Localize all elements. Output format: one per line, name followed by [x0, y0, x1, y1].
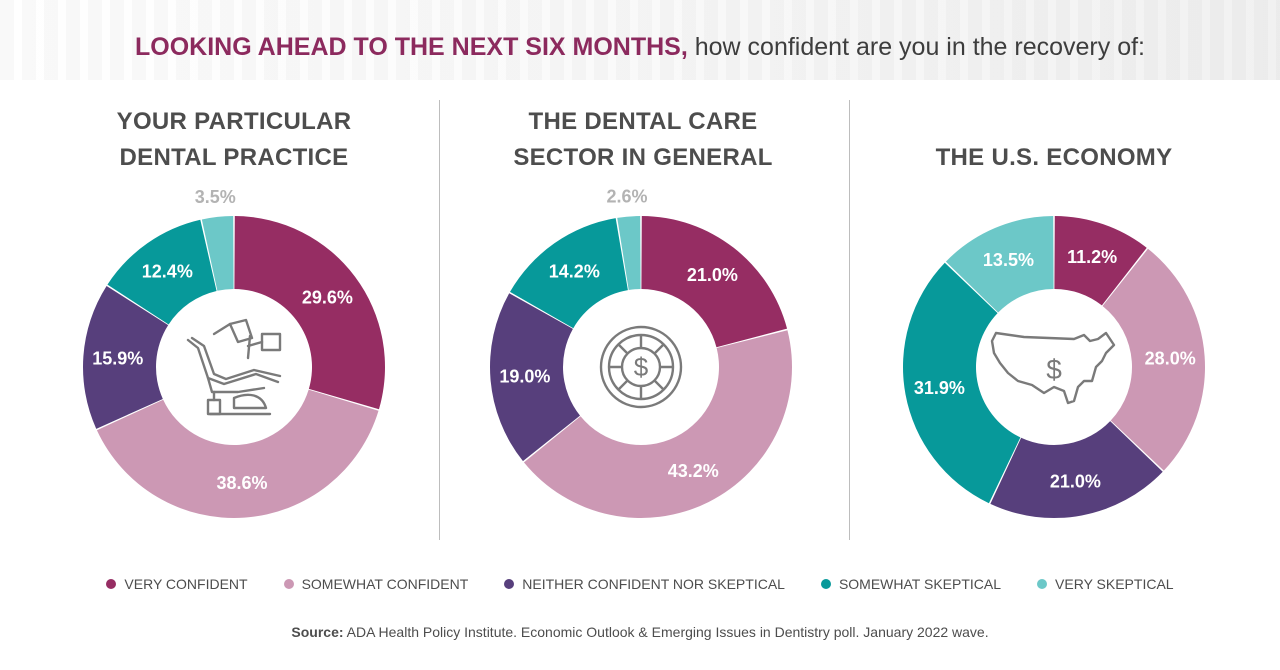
legend-item-somewhat-skeptical: SOMEWHAT SKEPTICAL: [820, 576, 1002, 592]
title-accent: LOOKING AHEAD TO THE NEXT SIX MONTHS,: [134, 33, 688, 61]
source-note: Source: ADA Health Policy Institute. Eco…: [0, 624, 1280, 640]
panel-title-economy: THE U.S. ECONOMY: [854, 140, 1254, 176]
panel-title-line: THE DENTAL CARE: [528, 108, 758, 135]
slice-label-neither: 19.0%: [499, 367, 550, 387]
legend-dot: [820, 579, 831, 589]
panel-title-practice: YOUR PARTICULAR DENTAL PRACTICE: [34, 104, 434, 176]
legend-dot: [1037, 579, 1048, 589]
donut-slice-somewhat-confident: [1102, 248, 1205, 471]
donut-slice-very-skeptical: [617, 216, 641, 290]
donut-slice-very-skeptical: [201, 216, 234, 291]
slice-label-very-confident: 11.2%: [1067, 247, 1117, 267]
legend-dot: [283, 579, 294, 589]
slice-label-very-skeptical: 3.5%: [195, 187, 236, 207]
slice-label-neither: 15.9%: [92, 349, 143, 369]
donut-slice-somewhat-skeptical: [509, 218, 628, 329]
slice-label-neither: 21.0%: [1050, 472, 1101, 492]
header-background: [0, 0, 1280, 80]
slice-label-very-confident: 21.0%: [687, 265, 738, 285]
legend-label: VERY SKEPTICAL: [1055, 576, 1174, 592]
donut-slice-very-confident: [1054, 216, 1147, 306]
donut-slice-neither: [990, 421, 1163, 518]
panel-title-line: SECTOR IN GENERAL: [513, 144, 773, 171]
legend-label: SOMEWHAT SKEPTICAL: [838, 576, 1002, 592]
svg-text:$: $: [1046, 354, 1062, 385]
legend-label: SOMEWHAT CONFIDENT: [301, 576, 469, 592]
legend-item-somewhat-confident: SOMEWHAT CONFIDENT: [283, 576, 469, 592]
divider-right: [849, 100, 850, 540]
dental-chair-icon: [186, 318, 282, 416]
svg-text:$: $: [634, 352, 649, 382]
donut-slice-somewhat-skeptical: [107, 219, 217, 325]
donut-slice-very-confident: [641, 216, 788, 348]
slice-label-very-skeptical: 2.6%: [607, 187, 648, 207]
slice-label-somewhat-skeptical: 12.4%: [142, 261, 193, 281]
legend-label: NEITHER CONFIDENT NOR SKEPTICAL: [522, 576, 785, 592]
dollar-coin-icon: $: [599, 325, 683, 409]
donut-slice-very-skeptical: [945, 216, 1054, 313]
slice-label-very-skeptical: 13.5%: [983, 250, 1034, 270]
slice-label-somewhat-skeptical: 14.2%: [549, 261, 600, 281]
legend-dot: [106, 579, 117, 589]
slice-label-somewhat-confident: 28.0%: [1145, 349, 1196, 369]
slice-label-somewhat-confident: 43.2%: [668, 461, 719, 481]
title-rest: how confident are you in the recovery of…: [687, 33, 1145, 61]
donut-slice-somewhat-confident: [523, 330, 793, 519]
source-text: ADA Health Policy Institute. Economic Ou…: [343, 624, 989, 640]
panel-title-line: YOUR PARTICULAR: [116, 108, 352, 135]
us-map-dollar-icon: $: [990, 331, 1116, 405]
slice-label-somewhat-skeptical: 31.9%: [914, 378, 965, 398]
panel-title-line: THE U.S. ECONOMY: [935, 144, 1173, 171]
slice-label-very-confident: 29.6%: [302, 287, 353, 307]
donut-slice-very-confident: [234, 216, 385, 410]
legend: VERY CONFIDENT SOMEWHAT CONFIDENT NEITHE…: [0, 576, 1280, 592]
legend-item-very-confident: VERY CONFIDENT: [106, 576, 248, 592]
donut-slice-somewhat-confident: [96, 389, 379, 519]
donut-slice-neither: [489, 293, 581, 462]
divider-left: [439, 100, 440, 540]
page-title: LOOKING AHEAD TO THE NEXT SIX MONTHS, ho…: [0, 33, 1280, 62]
donut-slice-somewhat-skeptical: [903, 262, 1021, 504]
legend-dot: [504, 579, 515, 589]
legend-label: VERY CONFIDENT: [124, 576, 248, 592]
legend-item-very-skeptical: VERY SKEPTICAL: [1037, 576, 1174, 592]
slice-label-somewhat-confident: 38.6%: [217, 473, 268, 493]
donut-slice-neither: [82, 285, 169, 429]
legend-item-neither: NEITHER CONFIDENT NOR SKEPTICAL: [504, 576, 785, 592]
panel-title-line: DENTAL PRACTICE: [119, 144, 349, 171]
source-label: Source:: [291, 624, 344, 640]
panel-title-sector: THE DENTAL CARE SECTOR IN GENERAL: [443, 104, 843, 176]
